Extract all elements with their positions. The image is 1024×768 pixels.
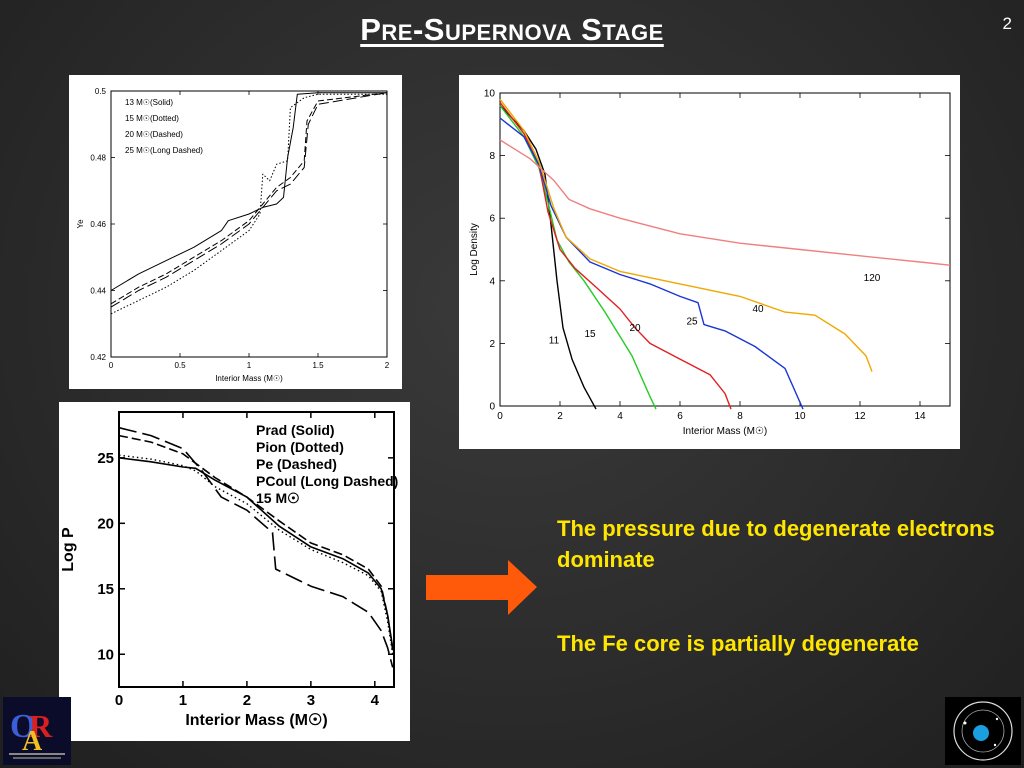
density-chart-panel: 0 2 4 6 8 10 12 14 0 2 4 6 8 10 Interior Mass (M☉) Log … [459, 75, 960, 449]
x-tick-label: 6 [677, 411, 683, 422]
y-tick-label: 0.42 [90, 353, 106, 362]
inaf-logo-icon [945, 697, 1021, 765]
svg-text:A: A [22, 726, 43, 757]
series-line-4 [110, 92, 388, 308]
density-chart: 0 2 4 6 8 10 12 14 0 2 4 6 8 10 Interior Mass (M☉) Log … [469, 89, 951, 437]
y-tick-label: 10 [97, 647, 114, 664]
y-tick-label: 0 [489, 402, 495, 413]
legend-entry: 15 M☉ [256, 490, 300, 506]
x-tick-label: 4 [617, 411, 623, 422]
x-axis-label: Interior Mass (M☉) [185, 712, 327, 729]
x-tick-label: 2 [557, 411, 563, 422]
x-tick-label: 4 [371, 692, 380, 709]
series-line-1 [499, 105, 597, 410]
legend-entry: Prad (Solid) [256, 422, 335, 438]
y-tick-label: 6 [489, 214, 495, 225]
ye-chart-panel: 0 0.5 1 1.5 2 0.42 0.44 0.46 0.48 0.5 Interior Mas… [69, 75, 402, 389]
page-number: 2 [1002, 14, 1012, 33]
series-line-4 [118, 426, 394, 668]
series-label: 120 [864, 273, 881, 284]
series-line-3 [499, 101, 732, 410]
legend-entry: Pe (Dashed) [256, 456, 337, 472]
note-degenerate-electrons: The pressure due to degenerate electrons… [557, 516, 995, 572]
y-tick-label: 20 [97, 516, 114, 533]
svg-text:R: R [29, 708, 53, 744]
ye-chart: 0 0.5 1 1.5 2 0.42 0.44 0.46 0.48 0.5 Interior Mas… [76, 87, 390, 383]
right-arrow-icon [426, 560, 537, 615]
series-line-1 [118, 457, 394, 648]
legend-entry: Pion (Dotted) [256, 439, 344, 455]
x-tick-label: 1 [247, 361, 252, 370]
series-line-5 [499, 98, 873, 372]
x-axis-label: Interior Mass (M☉) [215, 374, 283, 383]
x-axis-label: Interior Mass (M☉) [683, 426, 768, 437]
series-label: 20 [629, 323, 641, 334]
pressure-chart-panel: 0 1 2 3 4 10 15 20 25 Interior Mass (M☉) Log P Prad… [59, 402, 410, 741]
x-tick-label: 10 [794, 411, 806, 422]
series-label: 15 [584, 329, 596, 340]
y-tick-label: 0.48 [90, 153, 106, 162]
y-tick-label: 10 [484, 89, 496, 100]
x-tick-label: 1.5 [312, 361, 324, 370]
y-tick-label: 0.5 [95, 87, 107, 96]
series-line-2 [110, 93, 387, 315]
x-tick-label: 2 [385, 361, 390, 370]
series-line-3 [110, 92, 388, 305]
series-line-4 [499, 117, 804, 410]
x-tick-label: 14 [914, 411, 926, 422]
x-tick-label: 8 [737, 411, 743, 422]
x-tick-label: 0.5 [174, 361, 186, 370]
y-tick-label: 0.46 [90, 220, 106, 229]
x-tick-label: 0 [115, 692, 123, 709]
x-tick-label: 1 [179, 692, 187, 709]
y-axis-label: Ye [76, 219, 85, 229]
y-tick-label: 2 [489, 339, 495, 350]
series-label: 25 [686, 317, 698, 328]
y-tick-label: 15 [97, 581, 114, 598]
y-tick-label: 4 [489, 276, 495, 287]
plot-frame [118, 411, 395, 688]
x-tick-label: 0 [109, 361, 114, 370]
legend-entry: 15 M☉(Dotted) [125, 114, 179, 123]
legend-entry: 13 M☉(Solid) [125, 98, 173, 107]
y-axis-label: Log Density [469, 223, 480, 276]
svg-text:O: O [10, 708, 36, 745]
plot-frame [499, 92, 951, 407]
series-line-6 [499, 139, 951, 266]
y-axis-label: Log P [60, 527, 77, 572]
y-tick-label: 25 [97, 450, 114, 467]
legend-entry: PCoul (Long Dashed) [256, 473, 398, 489]
x-tick-label: 2 [243, 692, 251, 709]
legend-entry: 25 M☉(Long Dashed) [125, 146, 203, 155]
series-label: 40 [752, 304, 764, 315]
legend-entry: 20 M☉(Dashed) [125, 130, 183, 139]
note-fe-core: The Fe core is partially degenerate [557, 631, 919, 656]
oar-logo-icon: O R A [3, 697, 71, 765]
x-tick-label: 3 [307, 692, 315, 709]
series-line-2 [118, 454, 394, 655]
x-tick-label: 0 [497, 411, 503, 422]
pressure-chart: 0 1 2 3 4 10 15 20 25 Interior Mass (M☉) Log P Prad… [60, 411, 398, 729]
series-line-3 [118, 434, 394, 651]
x-tick-label: 12 [854, 411, 866, 422]
y-tick-label: 0.44 [90, 286, 106, 295]
y-tick-label: 8 [489, 151, 495, 162]
series-line-2 [499, 105, 657, 410]
series-label: 11 [549, 335, 560, 346]
slide-title: Pre-Supernova Stage [360, 12, 664, 47]
